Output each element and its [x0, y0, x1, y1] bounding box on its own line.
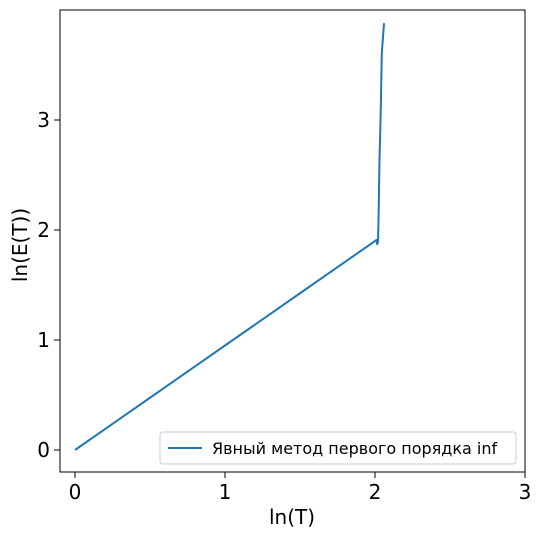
y-tick-label: 3: [37, 108, 50, 132]
y-tick-label: 0: [37, 438, 50, 462]
x-tick-label: 0: [69, 480, 82, 504]
legend-label: Явный метод первого порядка inf: [212, 439, 497, 458]
axis-ticks: 0 1 2 3 0 1 2 3: [37, 108, 531, 504]
legend: Явный метод первого порядка inf: [159, 431, 517, 465]
y-tick-label: 1: [37, 328, 50, 352]
plot-area: [74, 23, 385, 451]
y-tick-label: 2: [37, 218, 50, 242]
x-tick-label: 3: [519, 480, 532, 504]
x-tick-label: 1: [219, 480, 232, 504]
x-axis-label: ln(T): [269, 505, 315, 529]
series-line: [74, 23, 385, 451]
x-tick-label: 2: [369, 480, 382, 504]
plot-frame: [59, 9, 526, 473]
legend-box: [159, 431, 517, 465]
y-axis-label: ln(E(T)): [8, 208, 32, 282]
